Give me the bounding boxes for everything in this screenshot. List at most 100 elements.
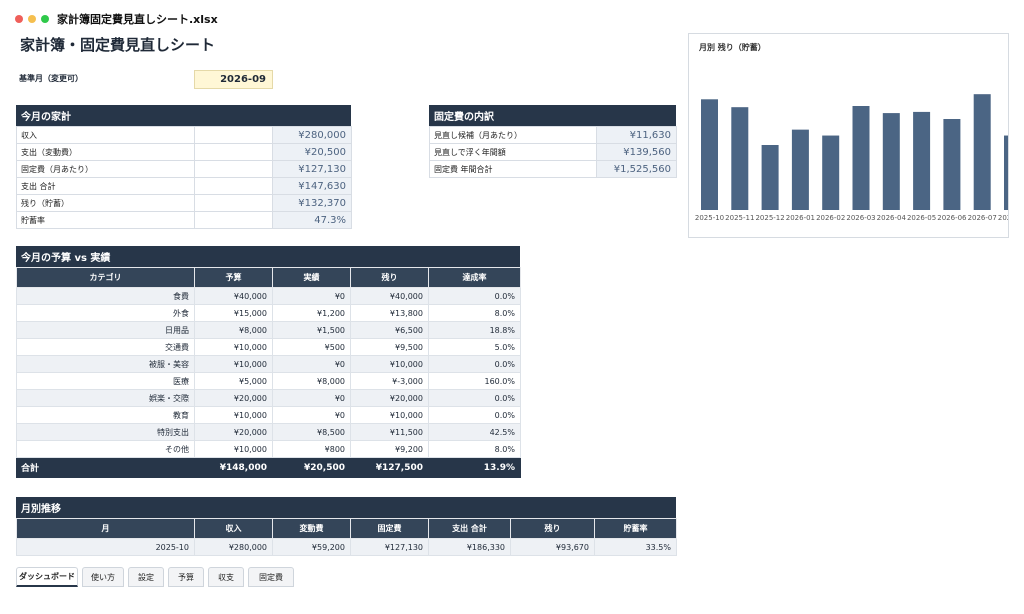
chart-bar-2026-02[interactable] bbox=[822, 135, 840, 210]
budget-cell[interactable]: ¥40,000 bbox=[194, 287, 273, 305]
fixed-cost-label[interactable]: 見直し候補（月あたり） bbox=[429, 126, 597, 144]
chart-bar-2026-08[interactable] bbox=[1004, 135, 1009, 210]
chart-bar-2026-04[interactable] bbox=[882, 113, 900, 210]
budget-cell[interactable]: ¥10,000 bbox=[350, 406, 429, 424]
budget-column-header[interactable]: カテゴリ bbox=[16, 267, 195, 288]
household-value[interactable]: ¥132,370 bbox=[272, 194, 352, 212]
budget-cell[interactable]: ¥1,500 bbox=[272, 321, 351, 339]
budget-cell[interactable]: ¥40,000 bbox=[350, 287, 429, 305]
household-empty-cell[interactable] bbox=[194, 126, 273, 144]
sheet-tab-3[interactable]: 予算 bbox=[168, 567, 204, 587]
chart-bar-2026-01[interactable] bbox=[791, 129, 809, 210]
household-value[interactable]: ¥127,130 bbox=[272, 160, 352, 178]
budget-column-header[interactable]: 予算 bbox=[194, 267, 273, 288]
monthly-column-header[interactable]: 支出 合計 bbox=[428, 518, 511, 539]
budget-cell[interactable]: ¥10,000 bbox=[194, 355, 273, 373]
budget-cell[interactable]: ¥20,000 bbox=[194, 389, 273, 407]
budget-cell[interactable]: 42.5% bbox=[428, 423, 521, 441]
budget-cell[interactable]: ¥8,000 bbox=[272, 372, 351, 390]
budget-cell[interactable]: 8.0% bbox=[428, 304, 521, 322]
budget-cell[interactable]: ¥10,000 bbox=[194, 440, 273, 458]
monthly-cell[interactable]: ¥59,200 bbox=[272, 538, 351, 556]
chart-bar-2026-06[interactable] bbox=[943, 119, 961, 210]
sheet-tab-1[interactable]: 使い方 bbox=[82, 567, 124, 587]
household-label[interactable]: 残り（貯蓄） bbox=[16, 194, 195, 212]
budget-cell[interactable]: ¥11,500 bbox=[350, 423, 429, 441]
household-empty-cell[interactable] bbox=[194, 160, 273, 178]
budget-cell[interactable]: ¥20,000 bbox=[350, 389, 429, 407]
budget-cell[interactable]: ¥20,000 bbox=[194, 423, 273, 441]
household-label[interactable]: 支出 合計 bbox=[16, 177, 195, 195]
monthly-cell[interactable]: ¥93,670 bbox=[510, 538, 595, 556]
budget-total-cell[interactable]: 合計 bbox=[16, 457, 195, 478]
fixed-cost-value[interactable]: ¥11,630 bbox=[596, 126, 677, 144]
budget-total-cell[interactable]: 13.9% bbox=[428, 457, 521, 478]
budget-cell[interactable]: ¥15,000 bbox=[194, 304, 273, 322]
budget-cell[interactable]: 交通費 bbox=[16, 338, 195, 356]
chart-bar-2026-03[interactable] bbox=[852, 106, 870, 210]
fixed-cost-value[interactable]: ¥1,525,560 bbox=[596, 160, 677, 178]
fixed-cost-value[interactable]: ¥139,560 bbox=[596, 143, 677, 161]
budget-cell[interactable]: 160.0% bbox=[428, 372, 521, 390]
budget-cell[interactable]: 被服・美容 bbox=[16, 355, 195, 373]
monthly-cell[interactable]: ¥186,330 bbox=[428, 538, 511, 556]
monthly-column-header[interactable]: 固定費 bbox=[350, 518, 429, 539]
close-window-icon[interactable] bbox=[15, 15, 23, 23]
budget-cell[interactable]: 外食 bbox=[16, 304, 195, 322]
household-label[interactable]: 貯蓄率 bbox=[16, 211, 195, 229]
minimize-window-icon[interactable] bbox=[28, 15, 36, 23]
monthly-cell[interactable]: 33.5% bbox=[594, 538, 677, 556]
budget-cell[interactable]: 娯楽・交際 bbox=[16, 389, 195, 407]
budget-cell[interactable]: ¥-3,000 bbox=[350, 372, 429, 390]
budget-cell[interactable]: ¥800 bbox=[272, 440, 351, 458]
household-label[interactable]: 固定費（月あたり） bbox=[16, 160, 195, 178]
budget-column-header[interactable]: 実績 bbox=[272, 267, 351, 288]
maximize-window-icon[interactable] bbox=[41, 15, 49, 23]
household-empty-cell[interactable] bbox=[194, 143, 273, 161]
monthly-column-header[interactable]: 貯蓄率 bbox=[594, 518, 677, 539]
household-empty-cell[interactable] bbox=[194, 177, 273, 195]
household-value[interactable]: 47.3% bbox=[272, 211, 352, 229]
budget-cell[interactable]: 8.0% bbox=[428, 440, 521, 458]
household-label[interactable]: 支出（変動費） bbox=[16, 143, 195, 161]
budget-column-header[interactable]: 達成率 bbox=[428, 267, 521, 288]
sheet-tab-0[interactable]: ダッシュボード bbox=[16, 567, 78, 587]
budget-cell[interactable]: その他 bbox=[16, 440, 195, 458]
budget-cell[interactable]: ¥10,000 bbox=[350, 355, 429, 373]
sheet-tab-4[interactable]: 収支 bbox=[208, 567, 244, 587]
chart-bar-2025-11[interactable] bbox=[731, 107, 749, 210]
monthly-column-header[interactable]: 収入 bbox=[194, 518, 273, 539]
household-value[interactable]: ¥147,630 bbox=[272, 177, 352, 195]
budget-cell[interactable]: ¥0 bbox=[272, 287, 351, 305]
savings-chart[interactable]: 月別 残り（貯蓄） 2025-10 2025-11 2025-12 2026-01 20… bbox=[688, 33, 1009, 238]
budget-cell[interactable]: 0.0% bbox=[428, 406, 521, 424]
budget-cell[interactable]: ¥9,200 bbox=[350, 440, 429, 458]
chart-bar-2026-05[interactable] bbox=[913, 111, 931, 210]
household-empty-cell[interactable] bbox=[194, 194, 273, 212]
budget-cell[interactable]: ¥0 bbox=[272, 389, 351, 407]
budget-cell[interactable]: 0.0% bbox=[428, 287, 521, 305]
monthly-column-header[interactable]: 変動費 bbox=[272, 518, 351, 539]
fixed-cost-label[interactable]: 見直しで浮く年間額 bbox=[429, 143, 597, 161]
budget-cell[interactable]: 18.8% bbox=[428, 321, 521, 339]
base-month-input[interactable]: 2026-09 bbox=[194, 70, 273, 89]
budget-total-cell[interactable]: ¥148,000 bbox=[194, 457, 273, 478]
budget-cell[interactable]: ¥5,000 bbox=[194, 372, 273, 390]
budget-cell[interactable]: ¥9,500 bbox=[350, 338, 429, 356]
budget-cell[interactable]: 5.0% bbox=[428, 338, 521, 356]
budget-cell[interactable]: 0.0% bbox=[428, 355, 521, 373]
budget-cell[interactable]: 特別支出 bbox=[16, 423, 195, 441]
budget-cell[interactable]: ¥1,200 bbox=[272, 304, 351, 322]
sheet-tab-2[interactable]: 設定 bbox=[128, 567, 164, 587]
budget-cell[interactable]: 教育 bbox=[16, 406, 195, 424]
budget-cell[interactable]: ¥10,000 bbox=[194, 406, 273, 424]
monthly-cell[interactable]: ¥280,000 bbox=[194, 538, 273, 556]
budget-cell[interactable]: 日用品 bbox=[16, 321, 195, 339]
budget-cell[interactable]: ¥8,000 bbox=[194, 321, 273, 339]
budget-cell[interactable]: 食費 bbox=[16, 287, 195, 305]
monthly-cell[interactable]: ¥127,130 bbox=[350, 538, 429, 556]
household-value[interactable]: ¥20,500 bbox=[272, 143, 352, 161]
budget-cell[interactable]: ¥8,500 bbox=[272, 423, 351, 441]
budget-cell[interactable]: ¥0 bbox=[272, 355, 351, 373]
budget-total-cell[interactable]: ¥20,500 bbox=[272, 457, 351, 478]
